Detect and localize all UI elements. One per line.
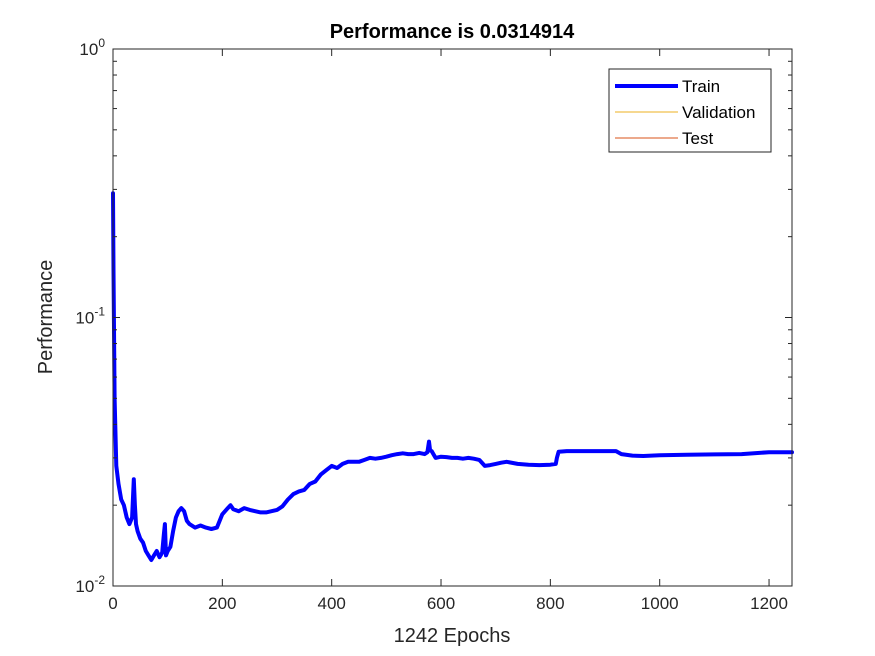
y-axis: 10-2 10-1 100 (75, 36, 792, 596)
x-tick-label: 1200 (750, 594, 788, 613)
x-tick-label: 600 (427, 594, 455, 613)
x-tick-label: 200 (208, 594, 236, 613)
x-axis-title: 1242 Epochs (394, 625, 511, 647)
x-axis: 0 200 400 600 800 1000 1200 (108, 49, 788, 613)
legend-label-train: Train (682, 77, 720, 96)
y-tick-label: 10-1 (75, 305, 105, 328)
minor-ticks (113, 60, 792, 506)
x-tick-label: 400 (317, 594, 345, 613)
legend: Train Validation Test (608, 68, 772, 153)
y-axis-title: Performance (35, 260, 57, 375)
series-layer (111, 191, 794, 562)
x-tick-label: 800 (536, 594, 564, 613)
y-tick-label: 100 (79, 36, 105, 59)
x-tick-label: 0 (108, 594, 117, 613)
x-tick-label: 1000 (641, 594, 679, 613)
series-line-train (111, 191, 794, 562)
y-tick-label: 10-2 (75, 573, 105, 596)
chart-title: Performance is 0.0314914 (330, 21, 575, 43)
legend-label-validation: Validation (682, 103, 755, 122)
legend-label-test: Test (682, 129, 713, 148)
